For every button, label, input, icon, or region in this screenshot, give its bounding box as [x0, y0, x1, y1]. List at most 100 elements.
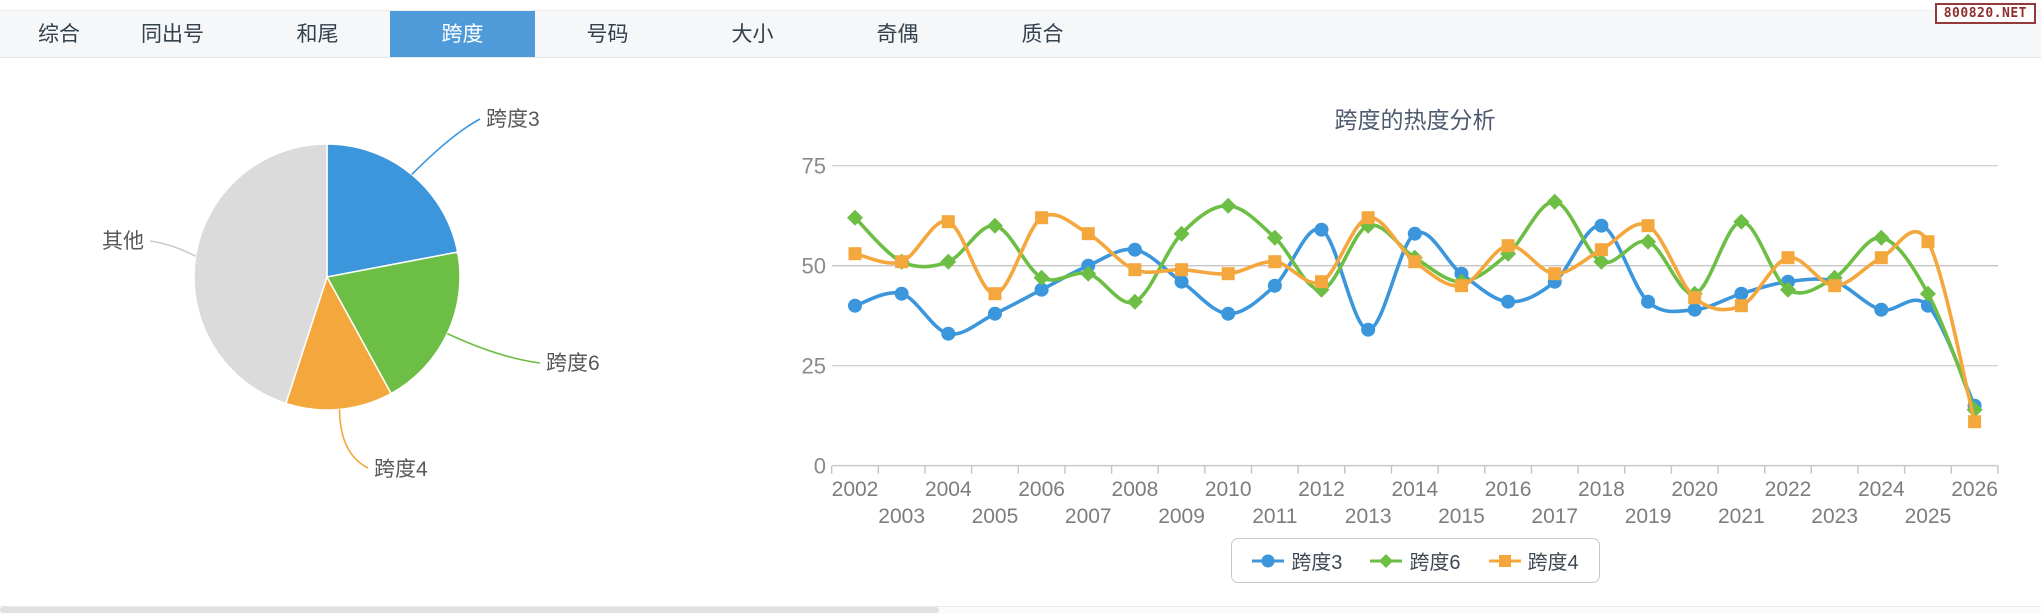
data-point[interactable]	[1128, 263, 1142, 277]
data-point[interactable]	[1220, 197, 1237, 214]
diamond-marker-icon	[1370, 553, 1403, 568]
data-point[interactable]	[988, 287, 1002, 301]
data-point[interactable]	[1314, 222, 1329, 237]
x-axis-tick-label: 2025	[1905, 505, 1952, 528]
data-point[interactable]	[1315, 275, 1328, 289]
y-axis-tick-label: 50	[802, 254, 826, 279]
data-point[interactable]	[1034, 282, 1049, 297]
circle-marker-icon	[1252, 554, 1285, 567]
series-line	[854, 212, 1977, 423]
x-axis-tick-label: 2013	[1345, 505, 1392, 528]
data-point[interactable]	[1919, 285, 1936, 302]
data-point[interactable]	[1733, 213, 1750, 230]
data-point[interactable]	[1873, 229, 1890, 246]
data-point[interactable]	[1127, 242, 1142, 257]
tab-haoma[interactable]: 号码	[586, 23, 629, 46]
x-axis-tick-label: 2003	[878, 505, 925, 528]
data-point[interactable]	[986, 217, 1003, 234]
data-point[interactable]	[1594, 218, 1609, 233]
data-point[interactable]	[1035, 211, 1049, 225]
y-axis-tick-label: 0	[814, 454, 826, 479]
tab-kuadu[interactable]: 跨度	[390, 11, 535, 57]
data-point[interactable]	[1641, 294, 1656, 309]
x-axis-tick-label: 2018	[1578, 478, 1625, 501]
data-point[interactable]	[1080, 265, 1097, 282]
data-point[interactable]	[894, 286, 909, 301]
data-point[interactable]	[1408, 255, 1422, 269]
data-point[interactable]	[1221, 306, 1236, 321]
data-point[interactable]	[1173, 225, 1190, 242]
pie-chart: 跨度3 跨度6 跨度4 其他	[20, 62, 680, 542]
square-marker-icon	[1488, 554, 1521, 567]
data-point[interactable]	[848, 247, 862, 261]
data-point[interactable]	[1361, 211, 1375, 225]
pie-slice[interactable]	[326, 143, 459, 278]
data-point[interactable]	[1734, 286, 1749, 301]
data-point[interactable]	[1780, 281, 1796, 298]
data-point[interactable]	[1454, 279, 1468, 293]
data-point[interactable]	[941, 326, 956, 341]
data-point[interactable]	[1174, 274, 1189, 289]
scrollbar-thumb[interactable]	[0, 607, 939, 613]
data-point[interactable]	[1640, 233, 1657, 250]
tab-tongchuhao[interactable]: 同出号	[141, 23, 204, 46]
tab-hewei[interactable]: 和尾	[296, 23, 339, 46]
pie-leader-line	[149, 240, 196, 257]
pie-slice[interactable]	[193, 143, 328, 405]
data-point[interactable]	[1081, 227, 1095, 241]
data-point[interactable]	[1501, 239, 1515, 253]
horizontal-scrollbar[interactable]	[0, 606, 2041, 614]
x-axis-tick-label: 2024	[1858, 478, 1905, 501]
data-point[interactable]	[1548, 267, 1562, 281]
data-point[interactable]	[1781, 251, 1795, 265]
data-point[interactable]	[1593, 253, 1610, 270]
data-point[interactable]	[1126, 293, 1143, 310]
data-point[interactable]	[1266, 229, 1283, 246]
legend-label: 跨度4	[1527, 552, 1579, 574]
data-point[interactable]	[1407, 226, 1422, 241]
data-point[interactable]	[1594, 243, 1608, 257]
data-point[interactable]	[1734, 299, 1748, 313]
legend-item-1[interactable]: 跨度3	[1252, 546, 1342, 575]
data-point[interactable]	[1033, 269, 1050, 286]
tab-zonghe[interactable]: 综合	[38, 23, 80, 46]
pie-label: 跨度3	[486, 108, 540, 131]
tab-jiou[interactable]: 奇偶	[876, 23, 919, 46]
data-point[interactable]	[847, 209, 863, 226]
data-point[interactable]	[1874, 302, 1889, 317]
tab-daxiao[interactable]: 大小	[731, 23, 774, 46]
legend-item-3[interactable]: 跨度4	[1488, 546, 1579, 575]
data-point[interactable]	[1968, 415, 1982, 429]
data-point[interactable]	[1641, 219, 1655, 233]
data-point[interactable]	[1546, 193, 1563, 210]
data-point[interactable]	[1361, 322, 1376, 337]
data-point[interactable]	[1688, 291, 1702, 305]
site-badge: 800820.NET	[1934, 3, 2036, 24]
x-axis-tick-label: 2016	[1485, 478, 1532, 501]
data-point[interactable]	[987, 306, 1002, 321]
data-point[interactable]	[1921, 235, 1935, 249]
chart-title: 跨度的热度分析	[1335, 107, 1496, 133]
data-point[interactable]	[895, 255, 909, 269]
data-point[interactable]	[1874, 251, 1888, 265]
data-point[interactable]	[941, 215, 955, 229]
pie-leader-line	[338, 409, 369, 469]
data-point[interactable]	[1501, 294, 1516, 309]
data-point[interactable]	[1267, 278, 1282, 293]
pie-leader-line	[411, 118, 481, 176]
data-point[interactable]	[940, 253, 957, 270]
data-point[interactable]	[1826, 269, 1843, 286]
data-point[interactable]	[1828, 279, 1842, 293]
data-point[interactable]	[1687, 302, 1702, 317]
data-point[interactable]	[1221, 267, 1235, 281]
x-axis-tick-label: 2019	[1625, 505, 1672, 528]
data-point[interactable]	[848, 298, 862, 313]
pie-label: 其他	[102, 230, 144, 253]
tab-zhihe[interactable]: 质合	[1021, 23, 1064, 46]
legend-label: 跨度3	[1291, 552, 1343, 574]
data-point[interactable]	[1268, 255, 1282, 269]
data-point[interactable]	[1175, 263, 1189, 277]
legend-item-2[interactable]: 跨度6	[1370, 546, 1461, 575]
pie-chart-svg: 跨度3 跨度6 跨度4 其他	[102, 108, 600, 481]
